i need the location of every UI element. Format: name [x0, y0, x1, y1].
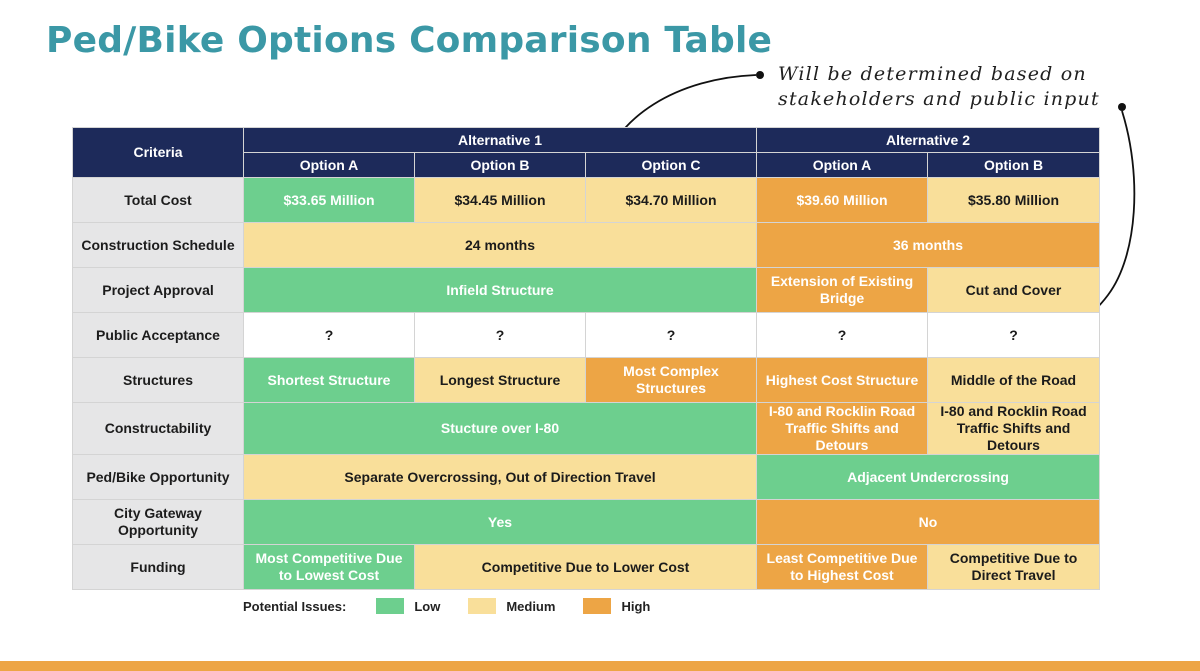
page-title: Ped/Bike Options Comparison Table: [46, 20, 773, 61]
legend-label-high: High: [621, 598, 651, 614]
table-cell: ?: [585, 312, 757, 358]
legend-swatch-high: [583, 598, 612, 614]
option-header: Option B: [414, 152, 586, 178]
criteria-label: Ped/Bike Opportunity: [72, 454, 244, 500]
legend: Potential Issues: Low Medium High: [243, 598, 678, 614]
table-row: Total Cost $33.65 Million $34.45 Million…: [72, 177, 1101, 223]
legend-caption: Potential Issues:: [243, 598, 347, 614]
bottom-accent-bar: [0, 661, 1200, 671]
arrow-start-dot-right: [1118, 103, 1126, 111]
table-cell: Highest Cost Structure: [756, 357, 928, 403]
table-cell: ?: [414, 312, 586, 358]
legend-label-medium: Medium: [506, 598, 556, 614]
criteria-label: Constructability: [72, 402, 244, 455]
handwritten-annotation: Will be determined based on stakeholders…: [778, 62, 1118, 112]
option-header: Option A: [756, 152, 928, 178]
annotation-line-2: stakeholders and public input: [778, 88, 1100, 110]
table-cell: Competitive Due to Lower Cost: [414, 544, 757, 590]
criteria-label: City Gateway Opportunity: [72, 499, 244, 545]
table-cell: Stucture over I-80: [243, 402, 757, 455]
table-cell: Adjacent Undercrossing: [755, 454, 1101, 500]
table-cell: Most Competitive Due to Lowest Cost: [243, 544, 415, 590]
table-cell: I-80 and Rocklin Road Traffic Shifts and…: [926, 402, 1101, 455]
table-row: Construction Schedule 24 months 36 month…: [72, 222, 1101, 268]
table-cell: Competitive Due to Direct Travel: [926, 544, 1101, 590]
criteria-label: Structures: [72, 357, 244, 403]
table-cell: $34.45 Million: [414, 177, 586, 223]
table-row: Constructability Stucture over I-80 I-80…: [72, 402, 1101, 455]
table-row: Structures Shortest Structure Longest St…: [72, 357, 1101, 403]
criteria-label: Total Cost: [72, 177, 244, 223]
table-cell: Least Competitive Due to Highest Cost: [756, 544, 928, 590]
option-header: Option C: [585, 152, 757, 178]
table-row: Public Acceptance ? ? ? ? ?: [72, 312, 1101, 358]
table-cell: Extension of Existing Bridge: [756, 267, 928, 313]
annotation-line-1: Will be determined based on: [778, 63, 1087, 85]
table-cell: Middle of the Road: [926, 357, 1101, 403]
option-header: Option A: [243, 152, 415, 178]
table-cell: 36 months: [755, 222, 1101, 268]
table-cell: Cut and Cover: [926, 267, 1101, 313]
option-header: Option B: [926, 152, 1101, 178]
criteria-label: Project Approval: [72, 267, 244, 313]
table-row: City Gateway Opportunity Yes No: [72, 499, 1101, 545]
table-cell: Shortest Structure: [243, 357, 415, 403]
table-cell: ?: [926, 312, 1101, 358]
comparison-table: Criteria Alternative 1 Alternative 2 Opt…: [72, 127, 1101, 590]
criteria-label: Funding: [72, 544, 244, 590]
criteria-label: Construction Schedule: [72, 222, 244, 268]
table-cell: No: [755, 499, 1101, 545]
criteria-header: Criteria: [72, 127, 244, 178]
table-cell: $33.65 Million: [243, 177, 415, 223]
alternative-2-header: Alternative 2: [755, 127, 1101, 153]
table-row: Project Approval Infield Structure Exten…: [72, 267, 1101, 313]
table-row: Funding Most Competitive Due to Lowest C…: [72, 544, 1101, 590]
legend-swatch-low: [376, 598, 405, 614]
legend-swatch-medium: [468, 598, 497, 614]
table-cell: Most Complex Structures: [585, 357, 757, 403]
table-cell: ?: [756, 312, 928, 358]
table-cell: ?: [243, 312, 415, 358]
alternative-1-header: Alternative 1: [243, 127, 757, 153]
legend-label-low: Low: [414, 598, 441, 614]
table-cell: $34.70 Million: [585, 177, 757, 223]
table-cell: 24 months: [243, 222, 757, 268]
table-cell: $39.60 Million: [756, 177, 928, 223]
criteria-label: Public Acceptance: [72, 312, 244, 358]
table-cell: Separate Overcrossing, Out of Direction …: [243, 454, 757, 500]
table-cell: I-80 and Rocklin Road Traffic Shifts and…: [756, 402, 928, 455]
table-cell: Yes: [243, 499, 757, 545]
table-cell: Longest Structure: [414, 357, 586, 403]
table-cell: $35.80 Million: [926, 177, 1101, 223]
table-cell: Infield Structure: [243, 267, 757, 313]
table-row: Ped/Bike Opportunity Separate Overcrossi…: [72, 454, 1101, 500]
arrow-start-dot-left: [756, 71, 764, 79]
